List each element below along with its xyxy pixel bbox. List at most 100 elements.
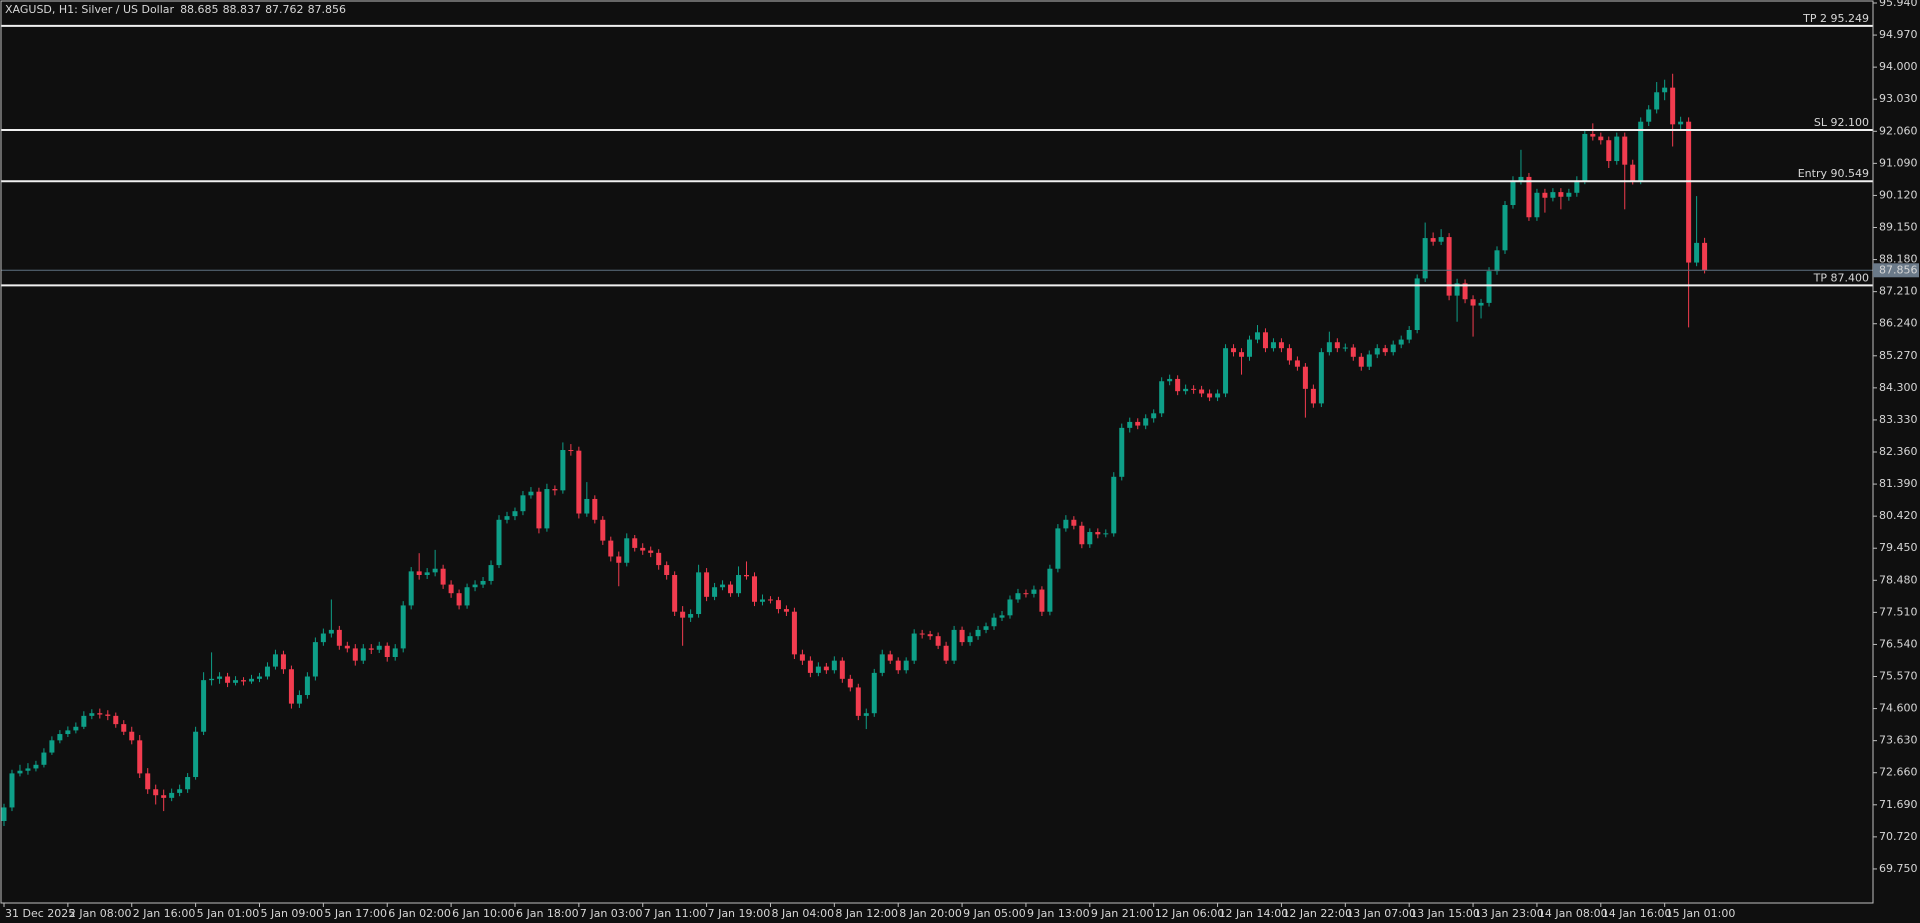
candle-body — [17, 770, 23, 774]
ohlc-close: 87.856 — [308, 3, 347, 16]
candle-body — [903, 660, 909, 671]
candle-body — [145, 773, 151, 790]
candle-body — [720, 584, 726, 588]
candle-body — [33, 764, 39, 769]
candle-body — [1302, 366, 1308, 389]
candle-body — [1398, 339, 1404, 345]
candle-body — [879, 654, 885, 673]
candle-body — [640, 547, 646, 551]
candle-body — [943, 645, 949, 661]
candle-body — [1598, 136, 1604, 141]
candle-body — [57, 734, 63, 741]
plot-area — [1, 24, 1873, 826]
x-tick-label: 2 Jan 08:00 — [69, 907, 132, 920]
candle-body — [1534, 192, 1540, 218]
candle-body — [1622, 136, 1628, 165]
candle-body — [767, 599, 773, 601]
candle-body — [568, 450, 574, 452]
candle-body — [1686, 121, 1692, 263]
candle-body — [512, 511, 518, 517]
x-tick-label: 7 Jan 03:00 — [580, 907, 643, 920]
candle-body — [1294, 360, 1300, 367]
y-tick-label: 71.690 — [1879, 798, 1918, 811]
candle-body — [983, 626, 989, 630]
x-tick-label: 7 Jan 19:00 — [708, 907, 771, 920]
candle-body — [1478, 302, 1484, 306]
candle-body — [1542, 192, 1548, 198]
y-tick-label: 81.390 — [1879, 477, 1918, 490]
candle-body — [400, 605, 406, 649]
y-tick-label: 83.330 — [1879, 413, 1918, 426]
candle-body — [1382, 348, 1388, 353]
y-tick-label: 76.540 — [1879, 637, 1918, 650]
y-tick-label: 94.970 — [1879, 28, 1918, 41]
y-tick-label: 73.630 — [1879, 734, 1918, 747]
candle-body — [744, 575, 750, 577]
candle-body — [1334, 342, 1340, 349]
candle-body — [392, 648, 398, 658]
candle-body — [560, 450, 566, 491]
candle-body — [1694, 242, 1700, 263]
candle-body — [967, 636, 973, 643]
candle-body — [1638, 121, 1644, 181]
y-tick-label: 74.600 — [1879, 702, 1918, 715]
chart-header: XAGUSD, H1: Silver / US Dollar 88.685 88.8… — [5, 3, 346, 16]
candle-body — [225, 676, 231, 683]
candle-body — [520, 495, 526, 512]
candle-body — [376, 645, 382, 650]
x-tick-label: 9 Jan 13:00 — [1027, 907, 1090, 920]
candle-body — [304, 676, 310, 696]
candle-body — [823, 666, 829, 671]
level-label: SL 92.100 — [1814, 116, 1869, 129]
candle-body — [1390, 344, 1396, 353]
candle-body — [328, 629, 334, 634]
candle-body — [783, 609, 789, 612]
candle-body — [416, 571, 422, 576]
candle-body — [1207, 393, 1213, 398]
candle-body — [1518, 176, 1524, 181]
candle-body — [456, 593, 462, 606]
candle-body — [1358, 356, 1364, 367]
candle-body — [41, 752, 47, 765]
candle-body — [1646, 109, 1652, 122]
candle-body — [544, 489, 550, 529]
candle-body — [432, 568, 438, 573]
candle-body — [352, 648, 358, 661]
candle-body — [1654, 92, 1660, 110]
x-tick-label: 6 Jan 02:00 — [388, 907, 451, 920]
candle-body — [121, 724, 127, 732]
candle-body — [728, 584, 734, 594]
candle-body — [959, 629, 965, 643]
candle-body — [1079, 525, 1085, 545]
candle-body — [1374, 348, 1380, 355]
candle-body — [1574, 180, 1580, 193]
chart-title: XAGUSD, H1: Silver / US Dollar — [5, 3, 175, 16]
candle-body — [1342, 347, 1348, 349]
candle-body — [807, 660, 813, 673]
candle-body — [296, 695, 302, 704]
candle-body — [1103, 533, 1109, 535]
candle-body — [1143, 418, 1149, 426]
candle-body — [584, 498, 590, 514]
candle-body — [1262, 332, 1268, 349]
candle-body — [1310, 388, 1316, 404]
candle-body — [871, 672, 877, 714]
candle-body — [169, 792, 175, 798]
candle-body — [919, 633, 925, 635]
candle-body — [1502, 205, 1508, 251]
x-tick-label: 8 Jan 20:00 — [899, 907, 962, 920]
candle-body — [1470, 299, 1476, 306]
y-tick-label: 69.750 — [1879, 862, 1918, 875]
candle-body — [185, 777, 191, 790]
candle-body — [592, 498, 598, 520]
candle-body — [751, 576, 757, 602]
candle-body — [1063, 519, 1069, 529]
candle-body — [1159, 381, 1165, 414]
candle-body — [1015, 593, 1021, 600]
candle-body — [1566, 192, 1572, 197]
x-tick-label: 12 Jan 22:00 — [1282, 907, 1352, 920]
candle-body — [1215, 393, 1221, 398]
y-tick-label: 79.450 — [1879, 541, 1918, 554]
